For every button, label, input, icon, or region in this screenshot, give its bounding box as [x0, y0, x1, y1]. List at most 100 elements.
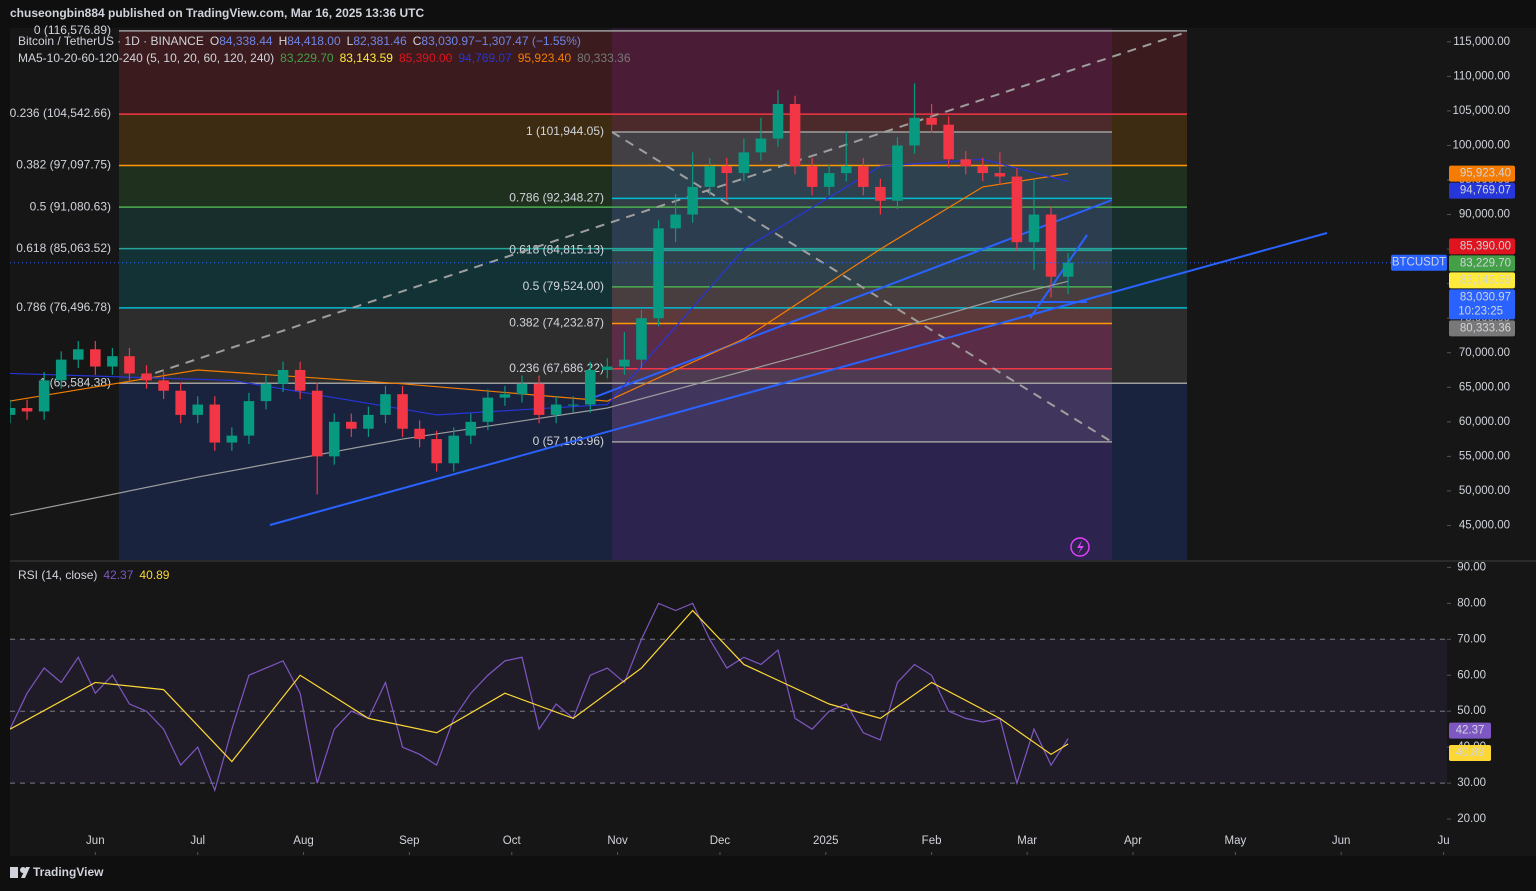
logo-mark — [10, 867, 18, 878]
rsi-value: 40.89 — [139, 568, 169, 582]
candle-body — [209, 404, 221, 443]
y-tick-label: 100,000.00 — [1452, 139, 1510, 151]
fib-band — [119, 383, 1187, 560]
price-badge-label: 83,143.59 — [1460, 274, 1511, 286]
rsi-badge — [1449, 744, 1491, 761]
ma-line — [10, 173, 1069, 402]
candle-body — [192, 404, 204, 415]
rsi-pane — [10, 602, 1447, 793]
rsi-value: 42.37 — [103, 568, 133, 582]
x-tick-label: May — [1225, 835, 1247, 847]
price-badge-label: 94,769.07 — [1460, 185, 1511, 197]
ohlc-value: 84,418.00 — [287, 34, 341, 48]
ma-value: 83,229.70 — [280, 51, 334, 65]
candle-body — [636, 318, 647, 360]
price-badge — [1449, 238, 1515, 255]
symbol-legend: Bitcoin / TetherUS · 1D · BINANCE O84,338… — [18, 34, 581, 48]
fib-label: 0.382 (97,097.75) — [16, 158, 111, 172]
ohlc-key: O — [210, 34, 219, 48]
ma-value: 95,923.40 — [518, 51, 572, 65]
rsi-line — [10, 609, 1069, 763]
candle-body — [328, 421, 340, 457]
publisher: chuseongbin884 published on TradingView.… — [10, 6, 424, 20]
price-badge-label: 95,923.40 — [1460, 168, 1511, 180]
ma-legend: MA5-10-20-60-120-240 (5, 10, 20, 60, 120… — [18, 51, 631, 65]
price-badge — [1449, 165, 1515, 182]
fib-label: 0.5 (79,524.00) — [523, 279, 604, 293]
ma-value: 83,143.59 — [340, 51, 394, 65]
fib-label: 0.786 (76,496.78) — [16, 300, 111, 314]
fib-label: 0 (116,576.89) — [34, 23, 111, 37]
symbol-badge-label: BTCUSDT — [1392, 257, 1446, 269]
y-tick-label: 70.00 — [1457, 633, 1486, 645]
x-tick-label: Oct — [503, 835, 522, 847]
fib-band — [119, 248, 1187, 308]
candle-body — [482, 397, 494, 422]
symbol: Bitcoin / TetherUS · 1D · BINANCE — [18, 34, 204, 48]
x-tick-label: Jun — [86, 835, 105, 847]
candle-body — [567, 404, 579, 406]
candle-body — [653, 228, 664, 319]
x-tick-label: 2025 — [813, 835, 839, 847]
candle-body — [516, 383, 528, 395]
candle-body — [602, 366, 613, 370]
fib-label: 0.236 (104,542.66) — [10, 106, 111, 120]
price-badge — [1449, 320, 1515, 337]
candle-body — [380, 394, 391, 415]
fib-band — [612, 368, 1112, 442]
ma-value: 80,333.36 — [577, 51, 631, 65]
candle-body — [858, 166, 869, 187]
candle-body — [994, 173, 1006, 177]
dashed-trendline — [611, 131, 1113, 443]
y-tick-label: 90.00 — [1457, 561, 1486, 573]
alert-circle[interactable] — [1070, 537, 1090, 557]
alert-bolt[interactable] — [1077, 540, 1084, 554]
candle-body — [823, 173, 835, 187]
candle-body — [55, 359, 67, 381]
x-tick-label: Jul — [190, 835, 205, 847]
x-tick-label: Dec — [710, 835, 731, 847]
candle-body — [550, 404, 562, 415]
candle-body — [584, 370, 596, 405]
ohlc-value: 84,338.44 — [219, 34, 273, 48]
logo-mark — [21, 867, 30, 878]
x-tick-label: Feb — [922, 835, 942, 847]
ma-title: MA5-10-20-60-120-240 (5, 10, 20, 60, 120… — [18, 51, 274, 65]
fib-band — [119, 30, 1187, 115]
candle-body — [124, 356, 135, 374]
y-tick-label: 30.00 — [1457, 777, 1486, 789]
candle-body — [294, 370, 306, 391]
rsi-title: RSI (14, close) — [18, 568, 97, 582]
candle-body — [260, 383, 272, 402]
candle-body — [1028, 214, 1040, 243]
alert-icon[interactable] — [1070, 537, 1090, 557]
y-tick-label: 70,000.00 — [1459, 347, 1510, 359]
dashed-trendline — [139, 31, 1188, 379]
candle-body — [499, 394, 511, 398]
x-tick-label: Mar — [1017, 835, 1037, 847]
rsi-badge — [1449, 722, 1491, 739]
candle-body — [943, 124, 954, 160]
y-tick-label: 55,000.00 — [1459, 450, 1510, 462]
candle-body — [277, 370, 289, 384]
countdown: 10:23:25 — [1458, 305, 1503, 317]
y-tick-label: 50,000.00 — [1459, 485, 1510, 497]
ohlc-value: 83,030.97 — [421, 34, 475, 48]
price-badge-label: 85,390.00 — [1460, 240, 1511, 252]
candle-body — [414, 428, 425, 440]
ohlc-key: L — [347, 34, 354, 48]
y-tick-label: 80.00 — [1457, 597, 1486, 609]
price-badge — [1449, 272, 1515, 289]
candle-body — [175, 390, 186, 415]
fib-label: 1 (65,584.38) — [40, 375, 111, 389]
trendline — [1029, 234, 1088, 319]
candle-body — [1062, 262, 1074, 277]
fib-band — [612, 250, 1112, 287]
fib-band — [119, 207, 1187, 249]
candle-body — [141, 373, 152, 381]
brand: TradingView — [33, 865, 104, 879]
candle-body — [721, 166, 733, 174]
fib-label: 0.618 (85,063.52) — [16, 241, 111, 255]
